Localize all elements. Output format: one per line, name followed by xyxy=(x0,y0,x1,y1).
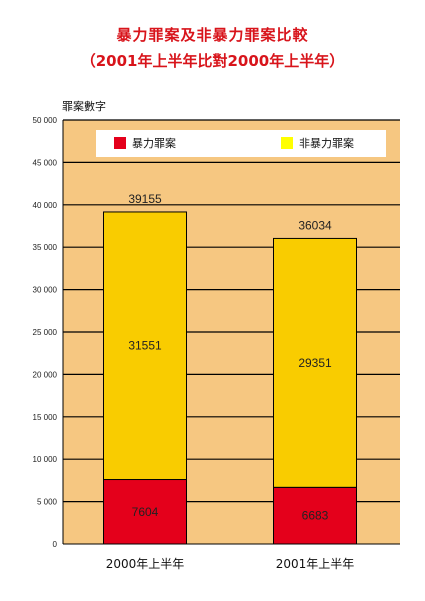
legend: 暴力罪案 非暴力罪案 xyxy=(96,130,386,157)
y-tick-label: 25 000 xyxy=(33,328,58,337)
bar-layer xyxy=(103,211,357,545)
y-tick-label: 20 000 xyxy=(33,370,58,379)
legend-swatch-nonviolent xyxy=(281,137,293,149)
label-layer: 7604 31551 39155 2000年上半年 6683 29351 36034 2001… xyxy=(106,192,355,571)
y-tick-label: 45 000 xyxy=(33,158,58,167)
y-tick-label: 10 000 xyxy=(33,455,58,464)
y-tick-label: 30 000 xyxy=(33,286,58,295)
chart-title: 暴力罪案及非暴力罪案比較 xyxy=(116,26,309,44)
total-label-2: 36034 xyxy=(298,218,332,232)
legend-label-nonviolent: 非暴力罪案 xyxy=(299,136,354,150)
y-tick-label: 35 000 xyxy=(33,243,58,252)
y-tick-label: 50 000 xyxy=(33,116,58,125)
bar-nonviolent-1 xyxy=(103,211,187,481)
y-tick-label: 5 000 xyxy=(37,498,58,507)
value-label-nonviolent-2: 29351 xyxy=(298,356,332,370)
value-label-violent-1: 7604 xyxy=(132,505,159,519)
legend-label-violent: 暴力罪案 xyxy=(132,136,176,150)
bar-violent-2 xyxy=(273,486,357,545)
chart-subtitle: （2001年上半年比對2000年上半年） xyxy=(80,52,345,70)
bar-violent-1 xyxy=(103,479,187,545)
y-tick-label: 15 000 xyxy=(33,413,58,422)
value-label-violent-2: 6683 xyxy=(302,509,329,523)
value-label-nonviolent-1: 31551 xyxy=(128,339,162,353)
y-tick-label: 40 000 xyxy=(33,201,58,210)
x-category-label-2: 2001年上半年 xyxy=(276,557,355,571)
legend-swatch-violent xyxy=(114,137,126,149)
y-tick-labels: 0 5 000 10 000 15 000 20 000 25 000 30 000 35 0… xyxy=(33,116,58,549)
bar-nonviolent-2 xyxy=(273,237,357,488)
legend-box xyxy=(96,130,386,157)
x-category-label-1: 2000年上半年 xyxy=(106,557,185,571)
y-axis-label: 罪案數字 xyxy=(62,99,106,113)
total-label-1: 39155 xyxy=(128,192,162,206)
y-tick-label: 0 xyxy=(53,540,58,549)
